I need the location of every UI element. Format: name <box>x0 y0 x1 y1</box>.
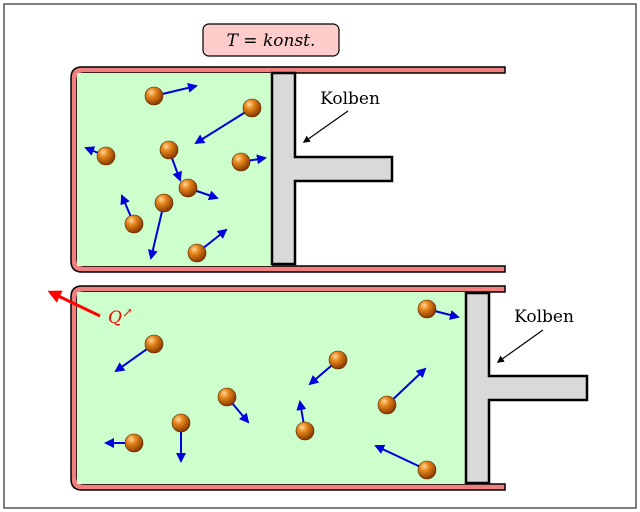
velocity-arrow-icon <box>147 202 165 260</box>
molecule-icon <box>144 334 164 354</box>
top-cylinder: Kolben <box>70 66 506 273</box>
top-piston-label: Kolben <box>320 89 380 109</box>
molecule-icon <box>377 395 397 415</box>
title-variable: T <box>227 31 240 51</box>
heat-symbol: Q <box>108 308 122 328</box>
molecule-icon <box>124 214 144 234</box>
molecule-icon <box>159 140 179 160</box>
molecule-icon <box>144 86 164 106</box>
molecule-icon <box>242 98 262 118</box>
title-text: T = konst. <box>227 31 316 51</box>
molecule-icon <box>295 421 315 441</box>
heat-arrow-glyph: ↗ <box>122 306 133 321</box>
molecule-icon <box>154 193 174 213</box>
molecule-icon <box>178 178 198 198</box>
molecule-icon <box>171 413 191 433</box>
top-piston <box>270 71 394 266</box>
velocity-arrow-icon <box>374 444 428 471</box>
velocity-arrow-icon <box>194 107 253 145</box>
heat-flow: Q↗ <box>47 290 133 328</box>
bottom-molecules <box>124 299 437 480</box>
bottom-gas-region <box>77 292 466 484</box>
top-piston-pointer <box>302 110 349 143</box>
title-word: konst. <box>263 31 315 51</box>
molecule-icon <box>231 152 251 172</box>
bottom-piston-pointer <box>496 329 544 363</box>
heat-arrow-icon <box>47 290 101 318</box>
title-equals: = <box>238 31 263 51</box>
molecule-icon <box>187 243 207 263</box>
heat-label: Q↗ <box>108 306 133 328</box>
bottom-piston-label: Kolben <box>514 307 574 327</box>
molecule-icon <box>328 350 348 370</box>
molecule-icon <box>124 433 144 453</box>
bottom-cylinder: Kolben <box>70 285 589 491</box>
molecule-icon <box>96 146 116 166</box>
title-box: T = konst. <box>202 23 340 57</box>
molecule-icon <box>217 387 237 407</box>
molecule-icon <box>417 299 437 319</box>
bottom-piston <box>464 291 589 485</box>
top-molecules <box>96 86 262 263</box>
molecule-icon <box>417 460 437 480</box>
